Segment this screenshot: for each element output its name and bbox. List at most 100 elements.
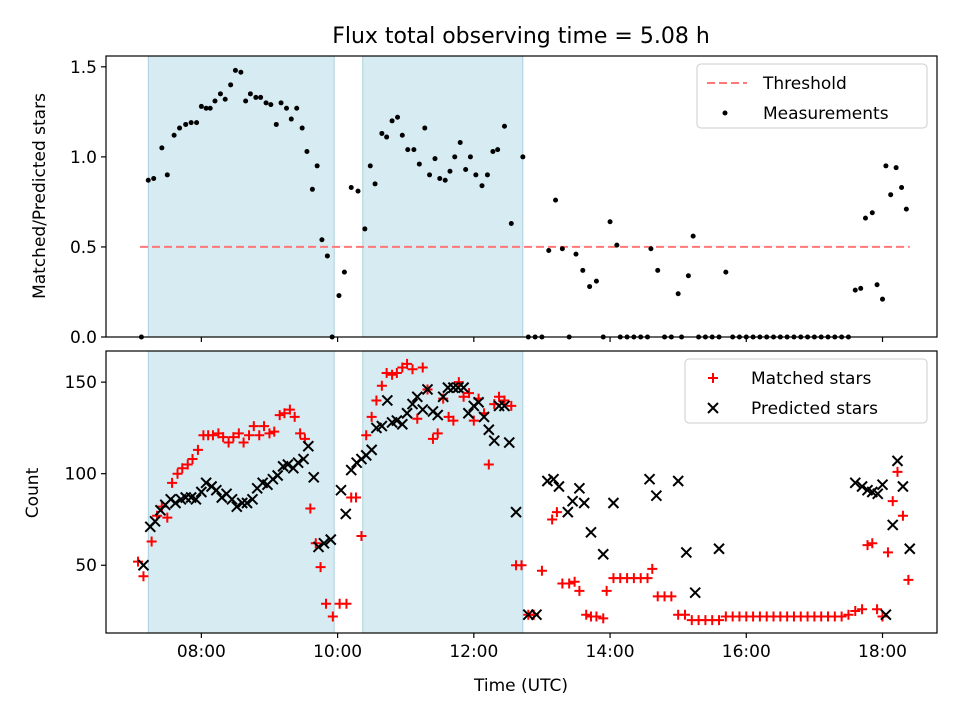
y-axis-label-count: Count [23,467,43,518]
measurement-point [188,120,194,126]
measurement-point [553,197,559,203]
measurement-point [243,98,249,104]
top-axes: 0.0 0.5 1.0 1.5 Threshold Measurements [70,55,938,348]
predicted-stars-point [672,475,684,487]
measurement-point [288,116,294,122]
predicted-stars-point [849,477,861,489]
predicted-stars-point [483,424,495,436]
matched-stars-point [248,421,259,432]
measurement-point [324,253,330,259]
measurement-point [559,246,565,252]
matched-stars-point [269,426,280,437]
x-axis-label: Time (UTC) [473,676,568,696]
matched-stars-point [284,404,295,415]
chart-title: Flux total observing time = 5.08 h [332,24,710,49]
measurement-point [263,100,269,106]
measurement-point [159,145,165,151]
measurement-point [171,132,177,138]
measurement-point [367,163,373,169]
legend-label: Matched stars [751,369,871,389]
matched-stars-point [574,585,585,596]
predicted-stars-point [318,537,330,549]
measurement-point [198,103,204,109]
legend-matched-swatch [708,373,718,383]
matched-stars-point [391,367,402,378]
matched-stars-point [897,510,908,521]
predicted-stars-point [887,519,899,531]
matched-stars-point [366,411,377,422]
measurement-point [520,154,526,160]
predicted-stars-point [432,409,444,421]
predicted-stars-point [210,484,223,496]
measurement-point [379,130,385,136]
predicted-stars-point [292,456,304,469]
predicted-stars-point [680,546,693,559]
predicted-stars-point [246,493,259,506]
matched-stars-point [642,573,653,584]
predicted-stars-point [302,440,315,452]
measurement-point [473,172,479,178]
measurement-point [348,184,354,190]
matched-stars-point [453,377,464,388]
measurement-point [447,168,453,174]
predicted-stars-point [562,506,574,518]
predicted-stars-point [643,473,656,485]
y-tick-label: 100 [65,465,97,485]
predicted-stars-point [417,403,429,416]
matched-stars-point [274,410,285,421]
predicted-stars-point [566,495,579,507]
legend-label: Predicted stars [751,399,878,419]
predicted-stars-point [488,435,500,447]
measurement-point [858,285,864,291]
matched-stars-point [228,432,239,443]
measurement-point [238,69,244,75]
observing-interval-1 [362,55,524,338]
measurement-point [299,125,305,131]
matched-stars-point [714,615,725,626]
matched-stars-point [264,428,275,439]
measurement-point [389,118,395,124]
matched-stars-point [162,512,173,523]
matched-stars-point [305,503,316,514]
matched-stars-point [376,380,387,391]
predicted-stars-point [437,391,449,403]
predicted-stars-point [226,493,238,506]
matched-stars-point [591,611,602,622]
y-tick-label: 150 [65,373,97,393]
legend-measurement-swatch [722,110,728,116]
predicted-stars-point [401,407,413,419]
predicted-stars-point [897,480,909,493]
matched-stars-point [259,421,270,432]
matched-stars-point [207,430,218,441]
measurement-point [869,210,875,216]
measurement-point [319,237,325,243]
matched-stars-point [903,574,914,585]
measurement-point [614,242,620,248]
measurement-point [893,165,899,171]
measurement-point [341,269,347,275]
predicted-stars-point [478,411,490,423]
matched-stars-point [887,496,898,507]
matched-stars-point [647,563,658,574]
measurement-point [145,177,151,183]
matched-stars-point [494,391,505,402]
matched-stars-point [177,463,188,474]
matched-stars-point [850,606,861,617]
matched-stars-point [167,477,178,488]
measurement-point [852,287,858,293]
measurement-point [212,98,218,104]
axes-frame [105,350,938,634]
predicted-stars-point [510,506,522,518]
measurement-point [675,291,681,297]
measurement-point [655,267,661,273]
measurement-point [437,175,443,181]
predicted-stars-point [447,381,460,394]
measurement-point [880,296,886,302]
predicted-stars-point [462,407,475,419]
measurement-point [457,139,463,145]
predicted-stars-point [547,473,560,485]
y-axis-label-ratio: Matched/Predicted stars [30,93,50,299]
matched-stars-point [836,611,847,622]
matched-stars-point [427,433,438,444]
predicted-stars-point [200,477,212,489]
